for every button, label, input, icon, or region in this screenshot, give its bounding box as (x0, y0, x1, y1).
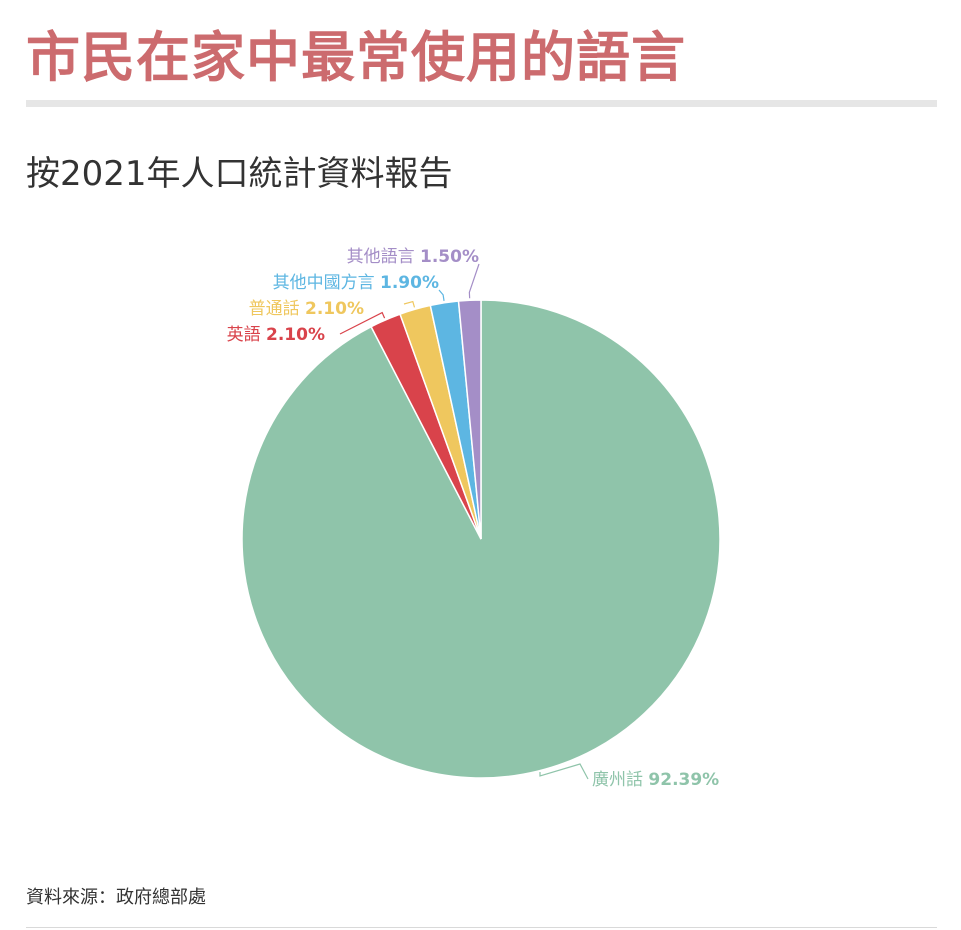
slice-label-3: 普通話 2.10% (249, 299, 364, 319)
leader-line-1 (539, 763, 589, 780)
pie-slices (241, 299, 721, 779)
pie-slice-5 (457, 299, 482, 540)
slice-label-name: 其他語言 (347, 247, 420, 267)
slice-label-value: 1.90% (380, 273, 439, 293)
slice-label-value: 1.50% (420, 247, 479, 267)
slice-label-name: 其他中國方言 (273, 273, 380, 293)
leader-line-5 (468, 263, 480, 299)
slice-label-value: 92.39% (648, 770, 719, 790)
bottom-divider (26, 927, 937, 928)
slice-label-value: 2.10% (266, 325, 325, 345)
leader-lines (339, 263, 589, 780)
leader-line-3 (403, 300, 416, 308)
slice-label-name: 普通話 (249, 299, 305, 319)
slice-label-name: 廣州話 (592, 770, 648, 790)
slice-label-value: 2.10% (305, 299, 364, 319)
leader-line-2 (339, 311, 386, 335)
chart-subtitle: 按2021年人口統計資料報告 (26, 154, 453, 194)
slice-label-4: 其他中國方言 1.90% (273, 273, 439, 293)
source-note: 資料來源：政府總部處 (26, 887, 206, 908)
slice-label-5: 其他語言 1.50% (347, 247, 479, 267)
leader-line-4 (438, 289, 445, 301)
slice-labels: 廣州話 92.39%英語 2.10%普通話 2.10%其他中國方言 1.90%其… (227, 247, 720, 790)
title-divider (26, 100, 937, 107)
slice-label-2: 英語 2.10% (227, 325, 325, 345)
chart-title: 市民在家中最常使用的語言 (26, 26, 686, 89)
slice-label-name: 英語 (227, 325, 266, 345)
slice-label-1: 廣州話 92.39% (592, 770, 719, 790)
